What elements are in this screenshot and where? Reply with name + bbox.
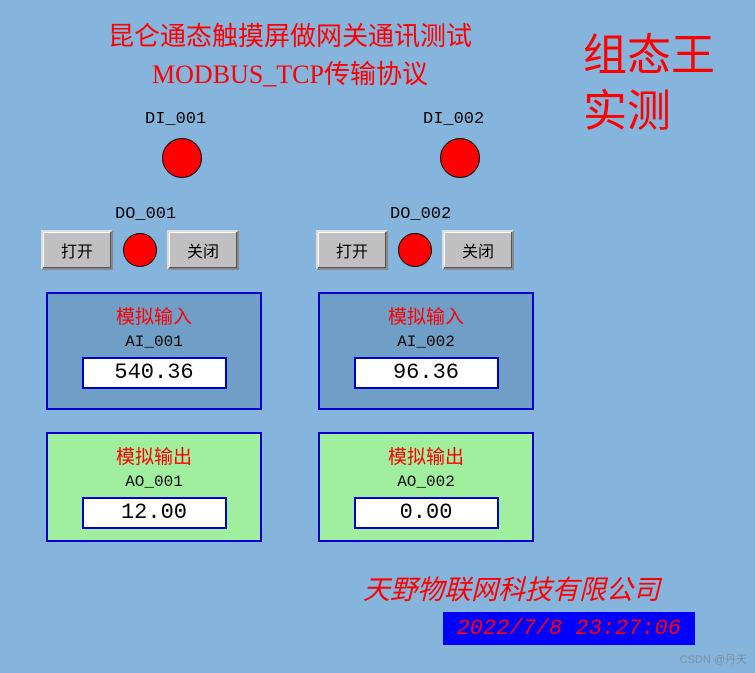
do-001-row: 打开 关闭 (41, 230, 239, 270)
ao-panel-title: 模拟输出 (388, 442, 464, 469)
ai-panel-title: 模拟输入 (116, 302, 192, 329)
ao-002-tag: AO_002 (397, 473, 455, 491)
ai-panel-title: 模拟输入 (388, 302, 464, 329)
ao-001-value[interactable]: 12.00 (82, 497, 227, 529)
do-001-open-button[interactable]: 打开 (41, 230, 113, 270)
ai-001-panel: 模拟输入 AI_001 540.36 (46, 292, 262, 410)
di-001-label: DI_001 (145, 110, 206, 129)
do-002-indicator (398, 233, 432, 267)
side-label-line1: 组态王 (583, 28, 715, 84)
di-001-indicator (162, 138, 202, 178)
ao-001-panel: 模拟输出 AO_001 12.00 (46, 432, 262, 542)
do-001-indicator (123, 233, 157, 267)
do-002-close-button[interactable]: 关闭 (442, 230, 514, 270)
side-label: 组态王 实测 (583, 28, 715, 140)
ai-001-tag: AI_001 (125, 333, 183, 351)
title-line1: 昆仑通态触摸屏做网关通讯测试 (90, 18, 490, 56)
ao-panel-title: 模拟输出 (116, 442, 192, 469)
ai-002-panel: 模拟输入 AI_002 96.36 (318, 292, 534, 410)
title-block: 昆仑通态触摸屏做网关通讯测试 MODBUS_TCP传输协议 (90, 18, 490, 94)
do-002-label: DO_002 (390, 205, 451, 224)
do-001-close-button[interactable]: 关闭 (167, 230, 239, 270)
do-002-open-button[interactable]: 打开 (316, 230, 388, 270)
ai-002-tag: AI_002 (397, 333, 455, 351)
side-label-line2: 实测 (583, 84, 715, 140)
footer-timestamp: 2022/7/8 23:27:06 (443, 612, 695, 645)
di-002-indicator (440, 138, 480, 178)
footer-company: 天野物联网科技有限公司 (363, 568, 660, 607)
ao-001-tag: AO_001 (125, 473, 183, 491)
ai-001-value: 540.36 (82, 357, 227, 389)
di-002-label: DI_002 (423, 110, 484, 129)
do-001-label: DO_001 (115, 205, 176, 224)
title-line2: MODBUS_TCP传输协议 (90, 56, 490, 94)
ao-002-value[interactable]: 0.00 (354, 497, 499, 529)
ai-002-value: 96.36 (354, 357, 499, 389)
do-002-row: 打开 关闭 (316, 230, 514, 270)
watermark: CSDN @丹天 (680, 651, 747, 667)
ao-002-panel: 模拟输出 AO_002 0.00 (318, 432, 534, 542)
